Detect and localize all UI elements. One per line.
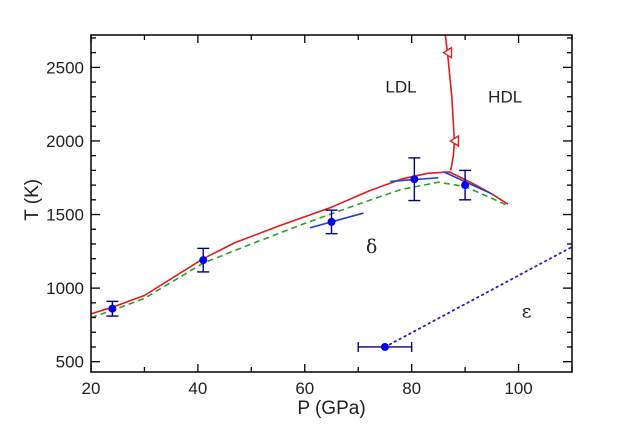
annotation-delta: δ [366,236,377,258]
data-point [461,181,470,190]
x-tick-label: 100 [504,379,532,398]
plot-markers [442,46,460,148]
y-tick-label: 1000 [46,279,84,298]
annotation-epsilon: ε [522,301,532,323]
plot-frame [90,34,573,373]
x-tick-label: 60 [295,379,314,398]
data-point [380,342,389,351]
series-line-green-dashed [90,181,509,319]
data-point [199,256,208,265]
data-point [327,217,336,226]
data-point [108,304,117,313]
annotation-hdl: HDL [488,88,522,107]
y-axis-label: T (K) [22,179,43,221]
axis-ticks [90,35,573,372]
x-tick-label: 80 [402,379,421,398]
series-line-red-boundary-solid [90,171,509,315]
triangle-marker [442,46,453,59]
y-tick-label: 2000 [46,132,84,151]
series-line-blue-dotted-delta-epsilon [384,246,573,348]
plot-lines [90,34,573,348]
data-point [410,175,419,184]
y-tick-label: 500 [56,353,84,372]
y-tick-label: 2500 [46,58,84,77]
triangle-marker [449,134,460,148]
plot-points [106,157,493,352]
x-tick-label: 40 [188,379,207,398]
tick-labels: 20 40 60 80 100 500 1000 1500 2000 2500 [46,58,533,398]
slope-line [309,212,364,229]
annotation-ldl: LDL [385,77,416,96]
x-tick-label: 20 [82,379,101,398]
x-axis-label: P (GPa) [297,398,365,419]
y-tick-label: 1500 [46,206,84,225]
